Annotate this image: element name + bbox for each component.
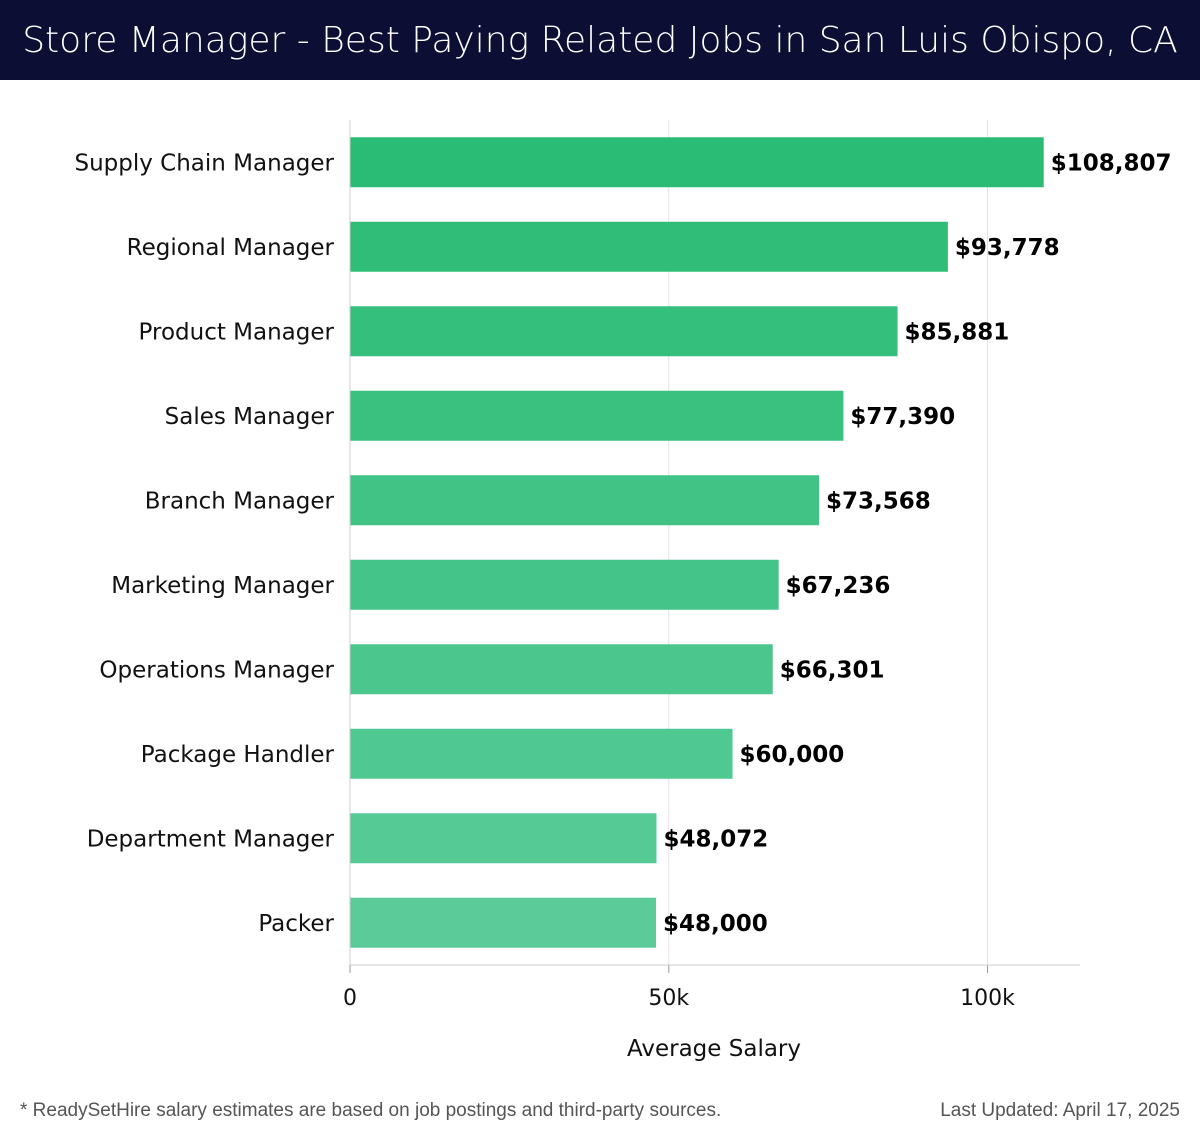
value-label: $67,236: [786, 573, 891, 599]
last-updated: Last Updated: April 17, 2025: [940, 1100, 1180, 1121]
category-label: Packer: [258, 911, 334, 937]
value-label: $73,568: [826, 488, 931, 514]
x-tick-label: 0: [343, 986, 357, 1011]
value-label: $93,778: [955, 235, 1060, 261]
category-label: Supply Chain Manager: [74, 150, 334, 176]
bar: [350, 475, 820, 526]
value-label: $60,000: [740, 742, 845, 768]
value-label: $108,807: [1051, 150, 1172, 176]
category-label: Regional Manager: [127, 235, 335, 261]
bar: [350, 813, 657, 864]
category-label: Product Manager: [139, 319, 335, 345]
category-label: Sales Manager: [165, 404, 335, 430]
source-note: * ReadySetHire salary estimates are base…: [20, 1100, 722, 1121]
labels: 0 50k 100k Supply Chain Manager $108,807 Regi…: [74, 150, 1171, 1011]
chart-title: Store Manager - Best Paying Related Jobs…: [22, 19, 1178, 61]
value-label: $85,881: [905, 319, 1010, 345]
bars: [350, 137, 1044, 948]
axes: [349, 120, 1080, 973]
bar-chart: 0 50k 100k Supply Chain Manager $108,807 Regi…: [74, 120, 1171, 1062]
category-label: Operations Manager: [99, 657, 334, 683]
value-label: $66,301: [780, 657, 885, 683]
x-tick-label: 50k: [648, 986, 689, 1011]
category-label: Department Manager: [87, 826, 335, 852]
x-axis-title: Average Salary: [627, 1036, 801, 1062]
value-label: $77,390: [850, 404, 955, 430]
category-label: Marketing Manager: [111, 573, 334, 599]
x-tick-label: 100k: [960, 986, 1015, 1011]
category-label: Package Handler: [141, 742, 335, 768]
bar: [350, 897, 657, 948]
bar: [350, 390, 844, 441]
value-label: $48,072: [663, 826, 768, 852]
value-label: $48,000: [663, 911, 768, 937]
bar: [350, 644, 773, 695]
category-label: Branch Manager: [145, 488, 335, 514]
bar: [350, 221, 948, 272]
title-bar: Store Manager - Best Paying Related Jobs…: [0, 0, 1200, 80]
bar: [350, 137, 1044, 188]
bar: [350, 306, 898, 357]
bar: [350, 728, 733, 779]
bar: [350, 559, 779, 610]
